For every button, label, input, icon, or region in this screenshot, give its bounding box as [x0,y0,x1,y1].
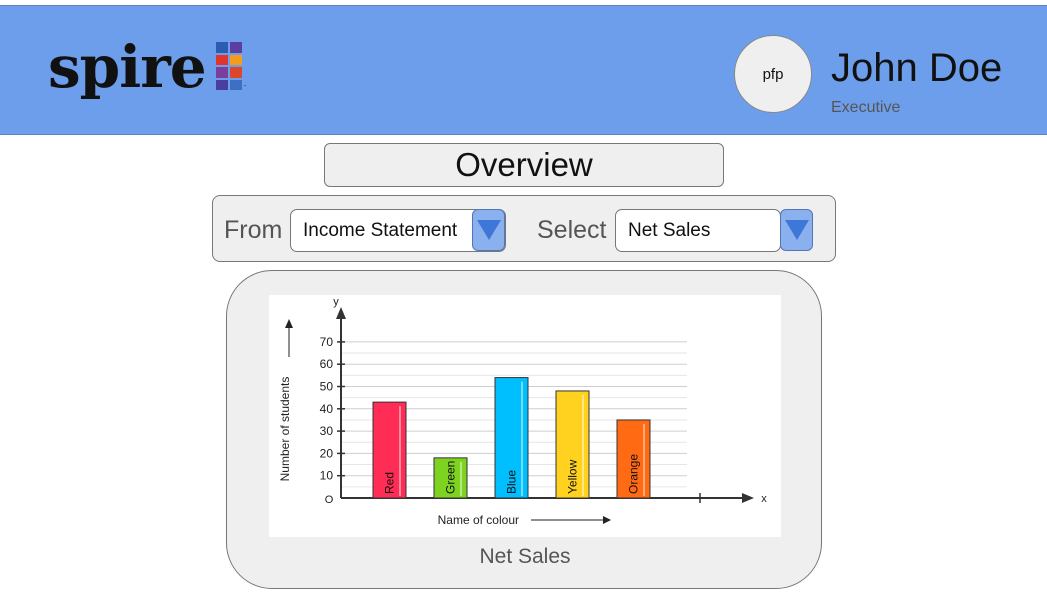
user-avatar[interactable]: pfp [734,35,812,113]
x-axis-label: Name of colour [438,513,519,527]
y-tick-label: 10 [320,469,334,483]
bar-label: Green [444,461,458,494]
logo-mark-tile [229,42,242,53]
metric-dropdown-button[interactable] [780,209,813,251]
user-name: John Doe [831,46,1003,90]
spire-logo[interactable]: spire . [48,38,246,96]
from-dropdown-button[interactable] [472,209,505,251]
bar-chart: x y O 10 20 30 40 50 60 70 Red Green Blue Yellow Orang… [278,296,767,527]
x-axis-letter: x [761,493,767,505]
bar-label: Yellow [566,459,580,494]
y-axis-arrow [336,307,346,319]
logo-mark-tile [215,79,228,90]
page-title: Overview [324,143,724,187]
metric-select[interactable]: Net Sales [615,209,781,252]
chart-card: x y O 10 20 30 40 50 60 70 Red Green Blue Yellow Orang… [226,270,822,589]
logo-wordmark: spire [48,33,207,101]
dropdown-triangle-icon [476,220,501,240]
user-role: Executive [831,99,901,116]
y-tick-label: 70 [320,335,334,349]
y-tick-label: 30 [320,424,334,438]
dropdown-triangle-icon [784,220,809,240]
filter-bar: From Income Statement Select Net Sales [212,195,836,262]
y-label-arrow-head [285,319,293,328]
bar-label: Red [383,472,397,494]
bar-label: Blue [505,470,519,494]
x-label-arrow-head [603,516,611,524]
y-axis-label: Number of students [278,377,292,482]
x-axis-arrow [742,493,754,503]
logo-mark-tile [215,54,228,65]
chart-caption: Net Sales [479,545,571,568]
metric-select-value: Net Sales [628,219,711,241]
y-tick-label: 40 [320,402,334,416]
y-axis-letter: y [333,296,339,308]
avatar-label: pfp [762,65,784,83]
y-tick-label: 60 [320,357,334,371]
y-tick-label: 50 [320,380,334,394]
y-tick-label: 20 [320,446,334,460]
logo-mark-tile [215,42,228,53]
logo-mark-tile [215,67,228,78]
logo-mark-tile [229,54,242,65]
from-select-value: Income Statement [303,219,458,241]
select-label: Select [537,216,607,244]
logo-mark-tile [229,67,242,78]
logo-mark-icon [215,42,242,90]
origin-label: O [325,494,334,506]
bar-label: Orange [627,454,641,494]
registered-mark: . [243,78,247,88]
logo-mark-tile [229,79,242,90]
from-select[interactable]: Income Statement [290,209,506,252]
chart-image: x y O 10 20 30 40 50 60 70 Red Green Blue Yellow Orang… [269,295,781,537]
top-header: spire . pfp John Doe Executive [0,5,1047,135]
from-label: From [224,216,283,244]
